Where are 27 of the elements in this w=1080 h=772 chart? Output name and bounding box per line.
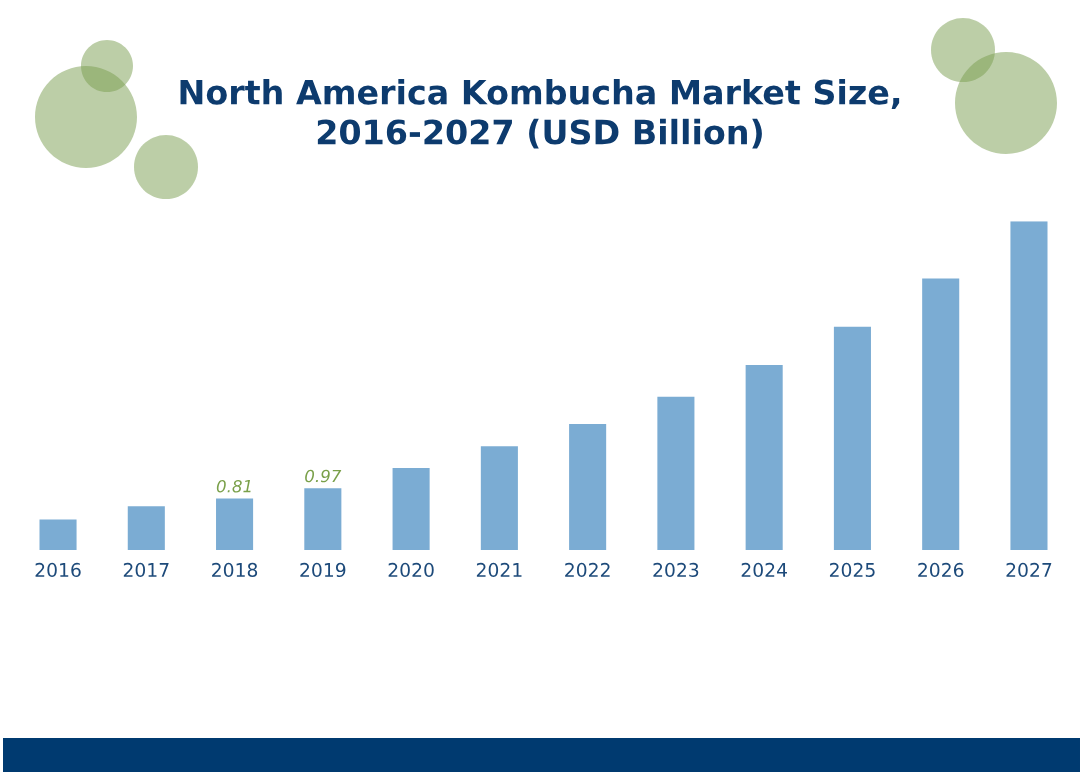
bar: [392, 467, 430, 550]
data-label: 0.97: [305, 469, 342, 483]
bar: [569, 424, 607, 550]
chart-title: North America Kombucha Market Size, 2016-2027 (USD Billion): [180, 78, 900, 149]
data-label: 0.81: [216, 479, 251, 493]
bar: [657, 396, 695, 550]
x-tick-label: 2025: [829, 562, 875, 578]
x-tick-label: 2017: [123, 562, 169, 578]
x-tick-label: 2016: [35, 562, 81, 578]
x-tick-label: 2023: [653, 562, 699, 578]
bar: [833, 326, 871, 550]
bar: [127, 506, 165, 550]
x-tick-label: 2019: [300, 562, 346, 578]
x-tick-label: 2018: [212, 562, 258, 578]
x-tick-label: 2024: [741, 562, 787, 578]
x-tick-label: 2020: [388, 562, 434, 578]
x-tick-label: 2026: [918, 562, 964, 578]
bar: [304, 488, 342, 550]
bar: [745, 364, 783, 550]
x-tick-label: 2021: [476, 562, 522, 578]
bar: [922, 278, 960, 550]
bar: [39, 519, 77, 550]
bar: [480, 446, 518, 550]
x-tick-label: 2027: [1006, 562, 1052, 578]
bar: [1010, 221, 1048, 550]
bar: [216, 498, 254, 550]
x-tick-label: 2022: [565, 562, 610, 578]
